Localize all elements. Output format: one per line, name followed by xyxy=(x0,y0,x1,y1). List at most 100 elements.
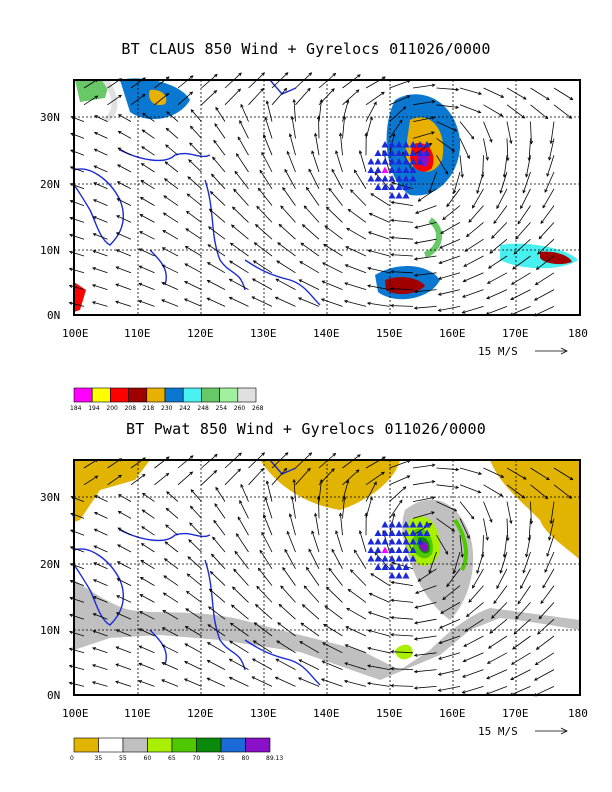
wind-vector xyxy=(489,238,508,254)
wind-vector-head xyxy=(253,622,258,626)
wind-vector xyxy=(439,635,461,644)
gyre-marker xyxy=(374,149,382,156)
wind-vector-head xyxy=(496,585,500,590)
wind-vector-head xyxy=(308,452,313,456)
wind-vector xyxy=(321,298,343,307)
wind-vector xyxy=(154,456,170,469)
wind-vector-head xyxy=(509,140,513,145)
wind-vector xyxy=(414,635,437,640)
wind-vector xyxy=(512,255,531,270)
wind-vector-head xyxy=(301,604,306,608)
wind-vector xyxy=(293,479,296,502)
wind-vector-head xyxy=(211,173,215,178)
wind-vector-head xyxy=(486,296,490,300)
wind-vector-head xyxy=(69,149,74,153)
gyre-marker xyxy=(388,521,396,528)
wind-vector-head xyxy=(300,622,305,627)
wind-vector-head xyxy=(390,200,395,205)
wind-vector xyxy=(161,282,179,290)
gyre-marker xyxy=(402,183,410,190)
wind-vector-head xyxy=(499,113,504,117)
wind-vector-head xyxy=(277,242,281,246)
wind-vector-head xyxy=(165,507,170,512)
wind-vector-head xyxy=(117,114,122,118)
wind-vector-head xyxy=(206,659,211,664)
wind-vector xyxy=(537,238,555,255)
gyre-marker xyxy=(388,141,396,148)
wind-vector-head xyxy=(343,299,348,304)
colorbar-swatch xyxy=(196,737,222,753)
wind-vector-head xyxy=(428,189,432,194)
wind-vector xyxy=(308,169,320,189)
lat-label: 0N xyxy=(47,309,60,322)
wind-vector-head xyxy=(68,681,73,685)
wind-vector-head xyxy=(331,168,335,173)
wind-vector xyxy=(94,165,108,173)
wind-vector-head xyxy=(239,499,243,504)
colorbar-label: 89.13 xyxy=(266,755,283,762)
wind-vector-head xyxy=(347,208,352,213)
wind-vector-head xyxy=(230,224,235,229)
wind-vector xyxy=(211,554,226,570)
wind-vector-head xyxy=(214,503,218,507)
wind-vector xyxy=(517,585,531,605)
wind-vector xyxy=(229,260,249,274)
wind-vector-head xyxy=(353,169,358,174)
wind-vector xyxy=(300,622,320,637)
wind-vector-head xyxy=(391,181,395,185)
wind-vector xyxy=(264,497,273,519)
wind-vector-head xyxy=(301,224,306,228)
wind-vector-head xyxy=(442,216,446,221)
gyre-marker xyxy=(402,572,410,579)
wind-vector xyxy=(139,645,155,654)
wind-vector-head xyxy=(308,168,312,173)
wind-vector xyxy=(306,567,320,586)
wind-vector xyxy=(251,296,273,307)
wind-vector xyxy=(389,499,403,519)
wind-vector xyxy=(162,627,179,637)
wind-vector-head xyxy=(93,165,98,169)
wind-vector xyxy=(236,533,249,553)
wind-vector-head xyxy=(187,556,192,560)
wind-vector-head xyxy=(455,485,460,489)
wind-vector-head xyxy=(251,278,256,282)
wind-vector xyxy=(163,592,179,603)
wind-vector xyxy=(459,501,475,520)
colorbar-label: 254 xyxy=(216,405,228,412)
wind-vector xyxy=(359,530,367,553)
wind-vector-head xyxy=(538,615,543,620)
wind-vector-head xyxy=(463,263,468,267)
wind-vector xyxy=(446,568,461,587)
wind-vector-head xyxy=(414,590,419,594)
wind-vector xyxy=(239,500,249,519)
wind-vector-head xyxy=(413,257,418,261)
wind-vector-head xyxy=(138,282,143,286)
wind-vector-head xyxy=(161,282,166,286)
wind-vector xyxy=(534,669,555,681)
wind-vector-head xyxy=(515,235,519,240)
wind-vector-head xyxy=(399,499,403,504)
wind-vector xyxy=(436,518,455,532)
wind-vector xyxy=(342,469,360,486)
colorbar-swatch xyxy=(201,387,220,403)
wind-vector-head xyxy=(428,523,433,527)
wind-vector xyxy=(266,101,273,122)
wind-vector xyxy=(328,188,343,206)
wind-vector xyxy=(214,503,226,519)
wind-vector xyxy=(542,568,555,589)
wind-vector xyxy=(436,484,459,488)
colorbar-swatch xyxy=(73,737,99,753)
wind-vector xyxy=(255,224,273,240)
wind-vector xyxy=(367,682,390,687)
wind-vector-head xyxy=(186,573,191,577)
wind-vector-head xyxy=(546,96,550,101)
wind-vector-head xyxy=(115,249,120,253)
wind-vector xyxy=(70,529,85,536)
wind-vector xyxy=(130,474,146,486)
wind-vector-head xyxy=(438,640,443,644)
wind-vector xyxy=(468,585,484,603)
wind-vector-head xyxy=(288,133,293,137)
wind-vector-head xyxy=(370,193,375,197)
wind-vector-head xyxy=(115,663,120,667)
wind-vector xyxy=(476,171,484,194)
